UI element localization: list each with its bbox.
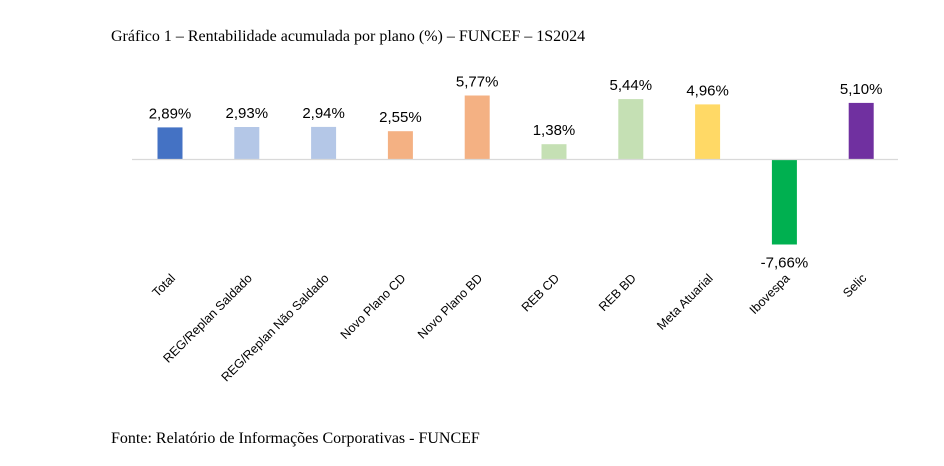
value-label-5: 1,38%	[533, 122, 576, 139]
category-label-7: Meta Atuarial	[654, 271, 715, 332]
category-label-9: Selic	[840, 271, 869, 300]
value-label-2: 2,94%	[302, 105, 345, 122]
bar-4	[465, 96, 490, 160]
bar-5	[542, 144, 567, 159]
category-label-6: REB BD	[596, 271, 639, 314]
category-label-4: Novo Plano BD	[415, 271, 485, 341]
bar-7	[695, 104, 720, 159]
value-label-9: 5,10%	[840, 81, 883, 98]
value-label-1: 2,93%	[226, 105, 269, 122]
value-label-8: -7,66%	[761, 255, 809, 272]
bar-9	[849, 103, 874, 160]
value-label-4: 5,77%	[456, 74, 499, 91]
value-label-6: 5,44%	[610, 77, 653, 94]
category-label-0: Total	[150, 271, 179, 300]
bar-8	[772, 160, 797, 245]
bar-chart: 2,89% 2,93% 2,94% 2,55% 5,77% 1,38% 5,44% 4,96%…	[0, 0, 944, 466]
value-label-7: 4,96%	[686, 82, 729, 99]
bar-1	[234, 127, 259, 160]
category-label-5: REB CD	[519, 271, 562, 314]
bar-0	[158, 127, 183, 159]
category-label-8: Ibovespa	[747, 271, 793, 317]
bar-2	[311, 127, 336, 160]
value-label-3: 2,55%	[379, 109, 422, 126]
value-label-0: 2,89%	[149, 105, 192, 122]
bar-6	[618, 99, 643, 159]
chart-source: Fonte: Relatório de Informações Corporat…	[111, 430, 480, 448]
bar-3	[388, 131, 413, 159]
category-label-3: Novo Plano CD	[338, 271, 409, 342]
